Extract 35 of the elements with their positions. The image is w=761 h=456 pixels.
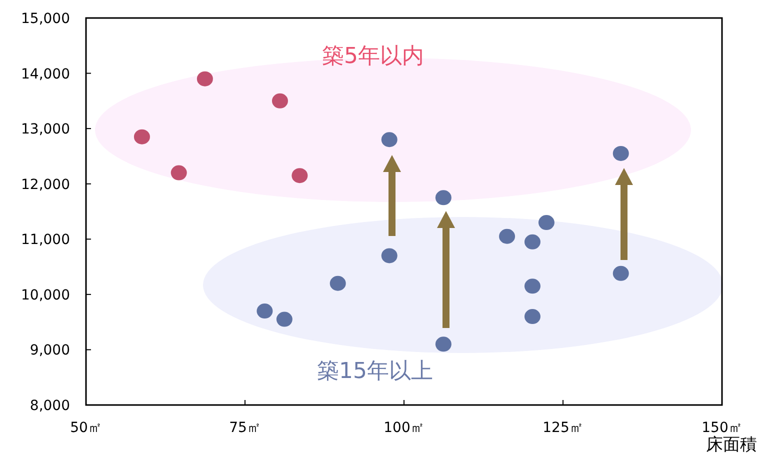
y-tick-label: 15,000 (21, 11, 70, 27)
y-tick-label: 9,000 (30, 342, 70, 359)
text: 築5年以内 (322, 44, 424, 69)
point (381, 248, 398, 264)
point (612, 146, 629, 161)
point (524, 234, 540, 250)
point (170, 165, 187, 180)
y-tick-label: 12,000 (21, 176, 70, 193)
point (524, 278, 540, 294)
x-tick-label: 100㎡ (384, 420, 424, 436)
x-tick-label: 150㎡ (702, 420, 742, 436)
y-tick-label: 10,000 (21, 287, 70, 304)
point (612, 266, 629, 281)
point (196, 71, 213, 86)
point (330, 276, 346, 291)
point (538, 215, 554, 230)
point (292, 168, 308, 184)
y-tick-label: 14,000 (21, 66, 70, 82)
x-tick-label: 50㎡ (70, 420, 102, 436)
y-tick-label: 13,000 (21, 122, 70, 138)
point (134, 129, 150, 144)
x-axis-title: 床面積 (706, 435, 757, 455)
point (499, 228, 516, 244)
series-label: 築15年以上 (317, 359, 433, 384)
x-tick-label: 125㎡ (542, 420, 584, 436)
point (435, 336, 452, 352)
point (256, 304, 273, 319)
point (272, 93, 288, 108)
x-tick-label: 75㎡ (229, 420, 261, 436)
point (381, 132, 398, 148)
point (435, 190, 452, 206)
y-tick-label: 11,000 (21, 232, 70, 248)
point (524, 309, 540, 324)
point (276, 312, 292, 327)
y-tick-label: 8,000 (30, 398, 70, 414)
